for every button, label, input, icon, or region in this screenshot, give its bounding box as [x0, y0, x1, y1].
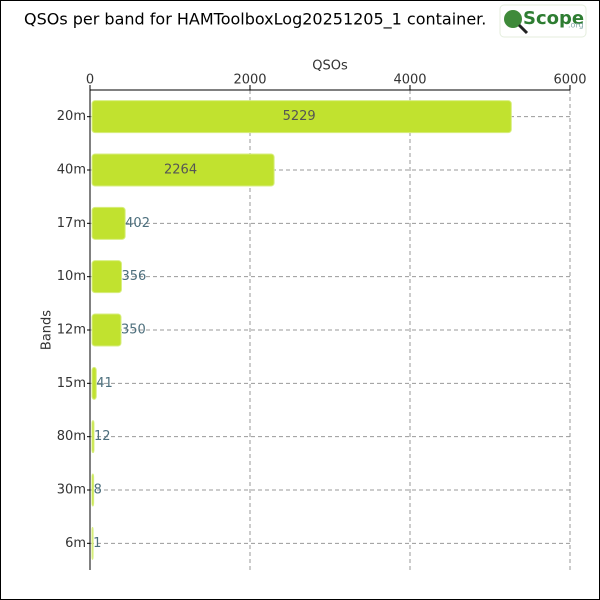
data-label: 5229	[283, 109, 316, 124]
logo-icon	[504, 10, 522, 28]
data-label: 356	[121, 269, 146, 284]
x-tick-label: 6000	[553, 73, 586, 88]
data-label: 402	[125, 216, 150, 231]
x-tick-label: 0	[86, 73, 94, 88]
logo-handle	[517, 23, 529, 35]
bar	[91, 260, 122, 294]
y-tick-label: 30m	[57, 483, 86, 498]
bar	[91, 153, 275, 187]
bar	[91, 526, 94, 560]
y-tick-label: 20m	[57, 109, 86, 124]
bar	[91, 366, 97, 400]
y-tick-label: 12m	[57, 323, 86, 338]
logo-text: Scope	[523, 8, 584, 29]
data-label: 350	[121, 323, 146, 338]
data-label: 41	[96, 376, 113, 391]
logo-suffix: .org	[568, 21, 584, 30]
y-tick-label: 6m	[65, 536, 86, 551]
bar	[91, 473, 95, 507]
bar	[91, 100, 512, 134]
data-label: 12	[94, 429, 111, 444]
x-tick-label: 2000	[233, 73, 266, 88]
y-tick-label: 17m	[57, 216, 86, 231]
y-tick-label: 80m	[57, 429, 86, 444]
y-tick-label: 10m	[57, 269, 86, 284]
chart-title: QSOs per band for HAMToolboxLog20251205_…	[24, 10, 486, 30]
data-label: 1	[93, 536, 101, 551]
data-label: 8	[94, 483, 102, 498]
y-axis-label: Bands	[40, 310, 55, 350]
data-label: 2264	[164, 163, 197, 178]
bar	[91, 313, 122, 347]
bar	[91, 420, 95, 454]
x-axis-label: QSOs	[312, 59, 348, 74]
bar	[91, 206, 126, 240]
logo: Scope .org	[499, 4, 587, 38]
x-tick-label: 4000	[393, 73, 426, 88]
y-tick-label: 15m	[57, 376, 86, 391]
y-tick-label: 40m	[57, 163, 86, 178]
